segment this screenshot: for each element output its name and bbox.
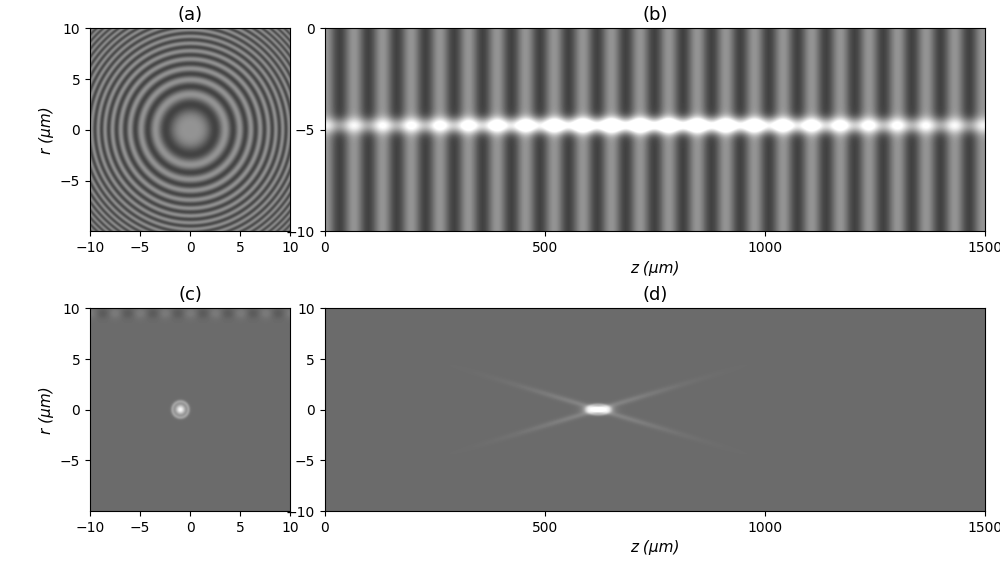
Title: (b): (b) [642, 6, 668, 24]
Y-axis label: r (μm): r (μm) [39, 386, 54, 433]
Title: (a): (a) [178, 6, 203, 24]
Title: (c): (c) [178, 286, 202, 304]
Y-axis label: r (μm): r (μm) [39, 106, 54, 154]
X-axis label: z (μm): z (μm) [630, 261, 680, 275]
X-axis label: z (μm): z (μm) [630, 541, 680, 556]
Title: (d): (d) [642, 286, 667, 304]
